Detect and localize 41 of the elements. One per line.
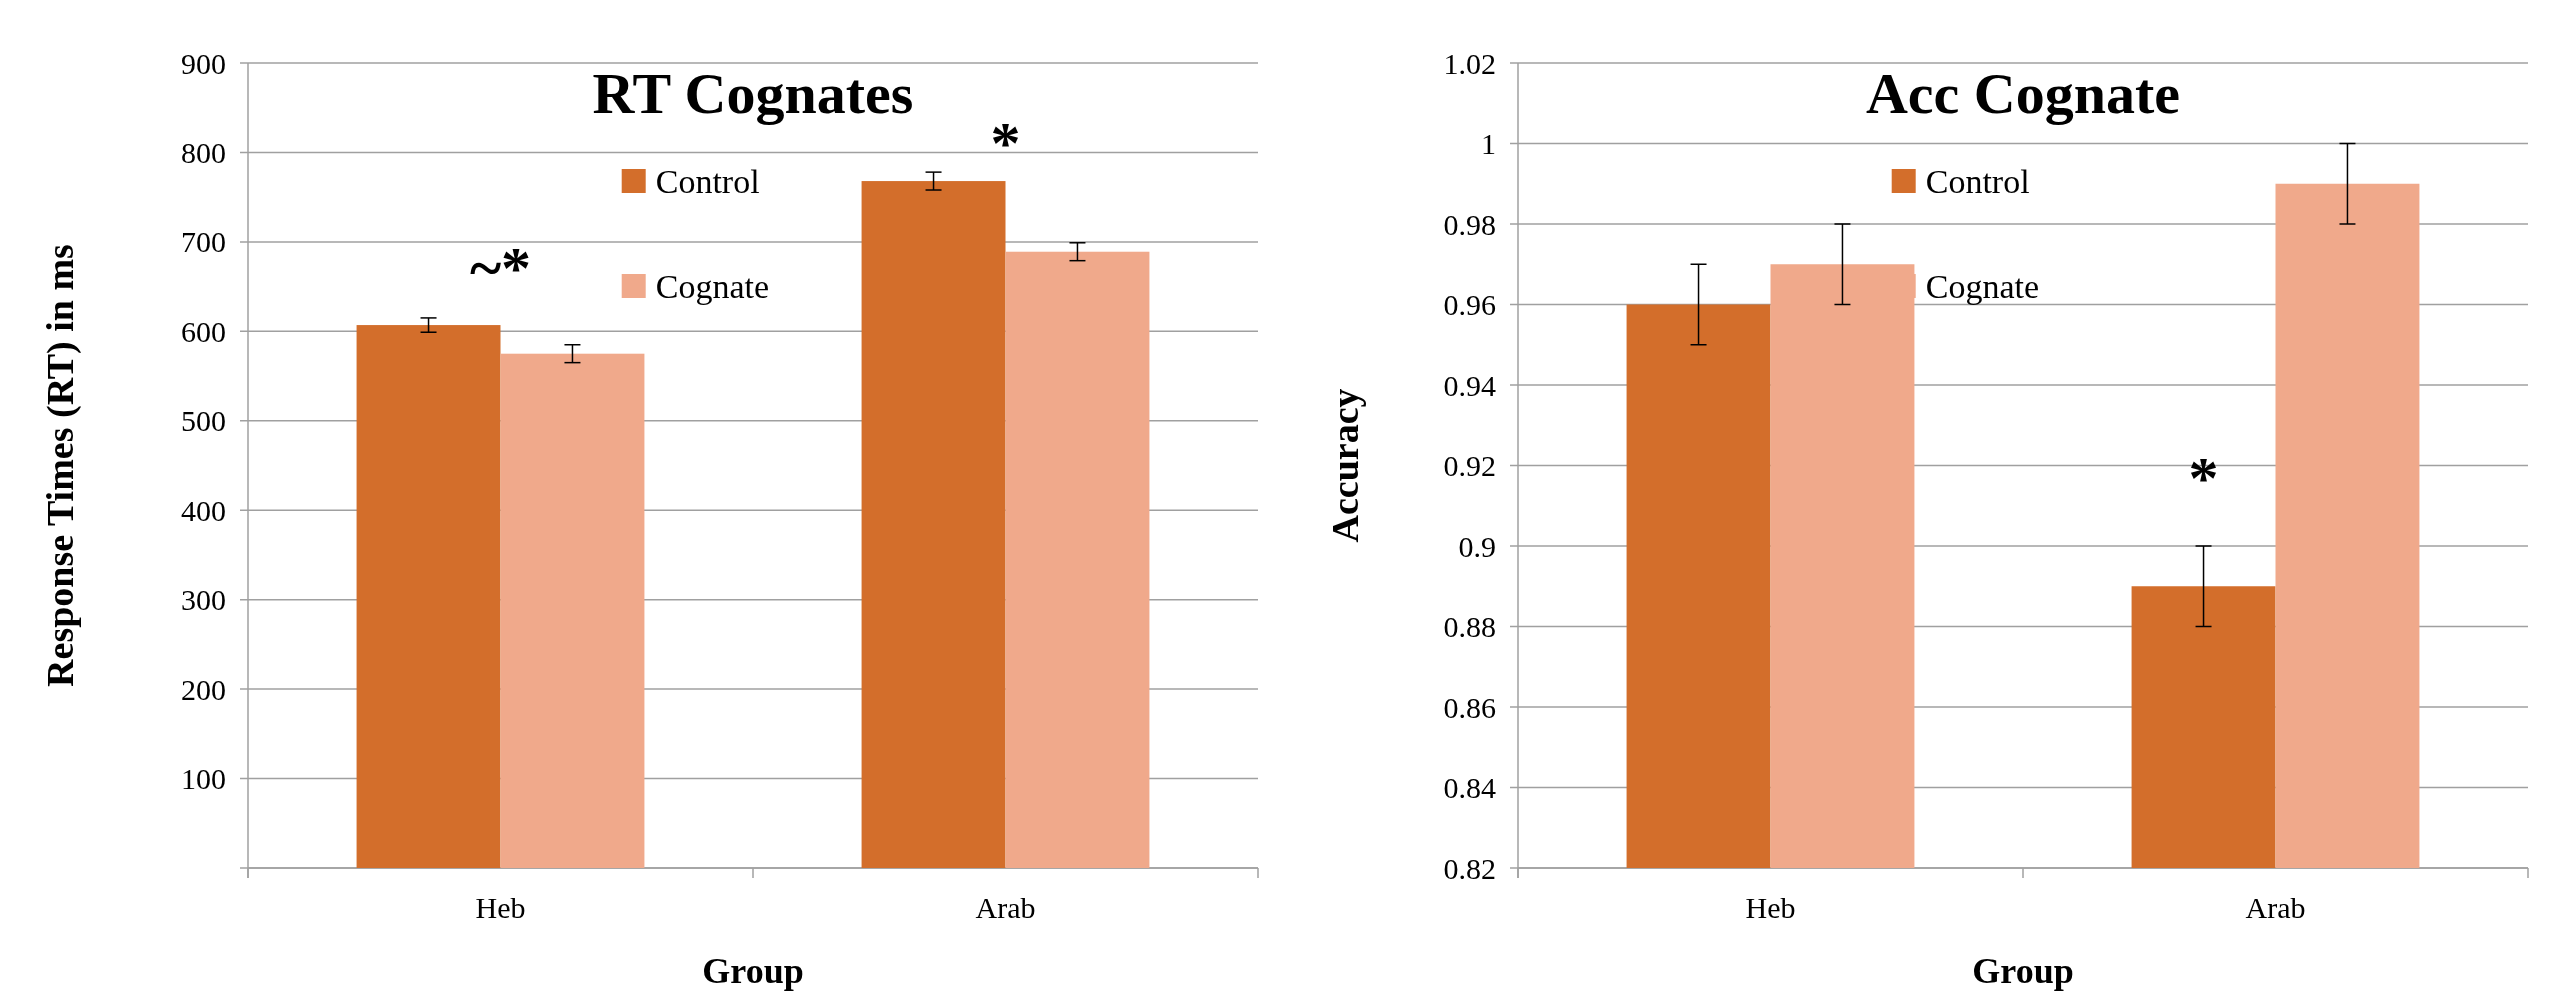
x-axis-title: Group: [1972, 951, 2074, 991]
y-axis-title: Accuracy: [1324, 388, 1366, 543]
legend-label: Cognate: [655, 267, 770, 305]
x-axis-title: Group: [702, 951, 804, 991]
y-tick-label: 0.98: [1443, 207, 1496, 241]
y-tick-label: 1.02: [1443, 46, 1496, 80]
y-tick-label: 0.84: [1443, 771, 1496, 804]
bar: [861, 181, 1006, 868]
bar: [356, 325, 501, 868]
y-tick-label: 1: [1481, 127, 1496, 160]
x-tick-label: Arab: [2245, 891, 2306, 924]
y-axis-title: Response Times (RT) in ms: [39, 244, 82, 687]
y-tick-label: 800: [181, 135, 226, 169]
y-tick-label: 700: [181, 225, 226, 259]
annotation: *: [2188, 444, 2219, 511]
x-tick-label: Heb: [1745, 891, 1796, 924]
x-tick-label: Arab: [975, 891, 1036, 924]
y-tick-label: 0.88: [1443, 610, 1496, 643]
y-tick-label: 0.96: [1443, 288, 1496, 321]
y-tick-label: 0.82: [1443, 851, 1496, 885]
y-tick-label: 300: [181, 583, 226, 617]
y-tick-label: 0.94: [1443, 368, 1496, 402]
legend-label: Cognate: [1925, 267, 2040, 305]
y-tick-label: 400: [181, 493, 226, 527]
x-tick-label: Heb: [475, 891, 526, 924]
annotation: *: [990, 110, 1021, 176]
y-tick-label: 500: [181, 404, 226, 438]
legend-label: Control: [655, 162, 760, 200]
y-tick-label: 0.92: [1443, 449, 1496, 482]
bar: [500, 353, 645, 868]
y-tick-label: 100: [181, 762, 226, 796]
annotation: ~*: [469, 234, 532, 301]
y-tick-label: 200: [181, 672, 226, 706]
y-tick-label: 0.9: [1458, 529, 1496, 563]
y-tick-label: 600: [181, 314, 226, 348]
legend-label: Control: [1925, 162, 2030, 200]
chart-title: Acc Cognate: [1865, 61, 2181, 126]
bar: [1005, 251, 1150, 868]
y-tick-label: 0.86: [1443, 690, 1496, 724]
chart-title: RT Cognates: [592, 61, 914, 126]
y-tick-label: 900: [181, 46, 226, 80]
